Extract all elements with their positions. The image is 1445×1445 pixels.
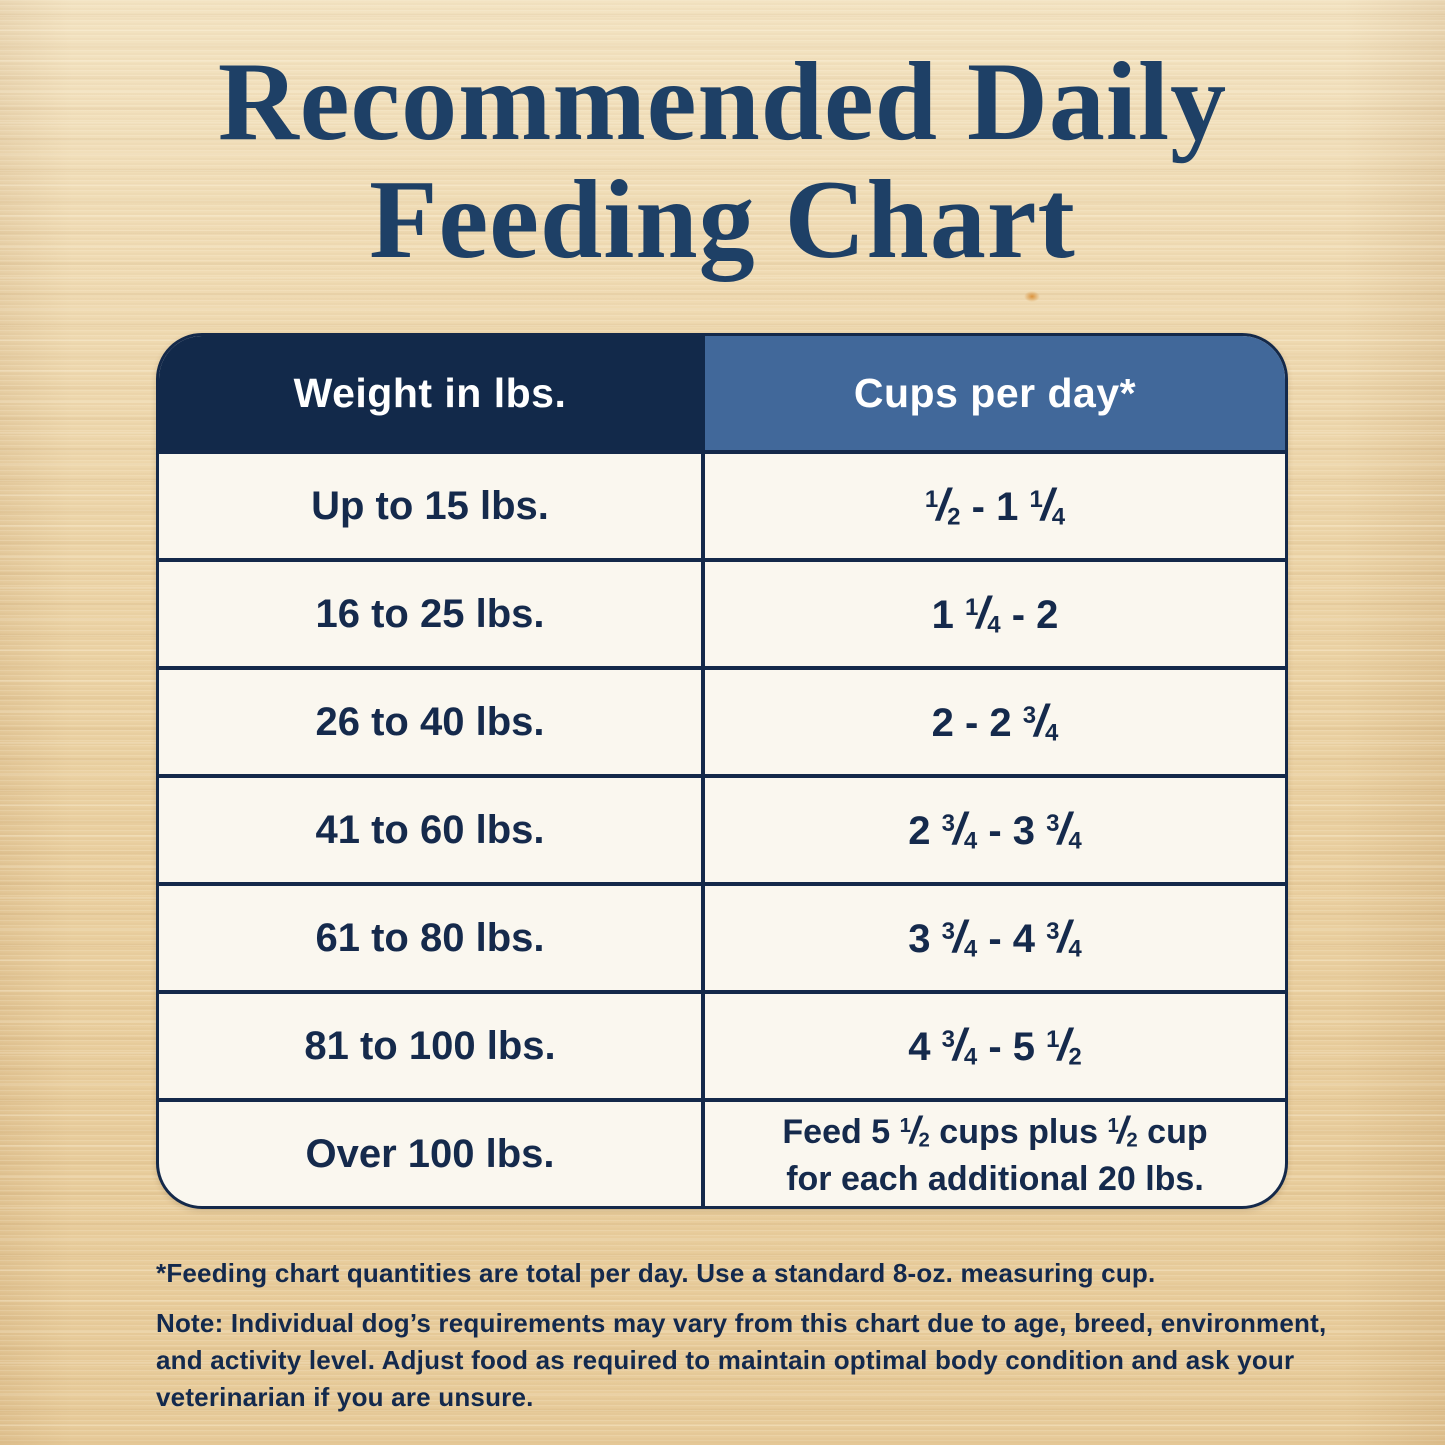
footnote-note: Note: Individual dog’s requirements may … <box>156 1305 1346 1416</box>
cups-value: 3 3/4 - 4 3/4 <box>908 912 1082 963</box>
cups-value: 4 3/4 - 5 1/2 <box>908 1020 1082 1071</box>
page-title: Recommended Daily Feeding Chart <box>0 43 1445 282</box>
fraction: 1/2 <box>1046 1020 1082 1071</box>
fraction: 3/4 <box>1046 912 1082 963</box>
weight-cell: 41 to 60 lbs. <box>315 808 545 852</box>
fraction: 3/4 <box>1022 696 1059 747</box>
title-line-2: Feeding Chart <box>369 157 1076 282</box>
weight-cell: 81 to 100 lbs. <box>304 1024 556 1068</box>
fraction: 1/2 <box>924 480 961 531</box>
fraction: 3/4 <box>1046 804 1082 855</box>
fraction: 1/4 <box>1029 480 1066 531</box>
note-label: Note: <box>156 1308 224 1338</box>
fraction: 3/4 <box>941 1020 978 1071</box>
table-row: 26 to 40 lbs. 2 - 2 3/4 <box>159 666 1285 774</box>
fraction: 3/4 <box>941 804 978 855</box>
fraction: 3/4 <box>941 912 978 963</box>
cups-cell: Feed 5 1/2 cups plus 1/2 cup for each add… <box>701 1102 1285 1206</box>
cups-value: 2 - 2 3/4 <box>931 696 1059 747</box>
note-text: Individual dog’s requirements may vary f… <box>156 1308 1327 1412</box>
weight-cell: 16 to 25 lbs. <box>315 592 545 636</box>
footnotes: *Feeding chart quantities are total per … <box>156 1258 1346 1416</box>
feeding-table: Weight in lbs. Cups per day* Up to 15 lb… <box>156 333 1288 1209</box>
cups-cell: 3 3/4 - 4 3/4 <box>701 886 1285 990</box>
cups-cell: 2 - 2 3/4 <box>701 670 1285 774</box>
cups-cell: 2 3/4 - 3 3/4 <box>701 778 1285 882</box>
cups-value: 2 3/4 - 3 3/4 <box>908 804 1082 855</box>
title-line-1: Recommended Daily <box>217 40 1228 164</box>
cups-cell: 1/2 - 1 1/4 <box>701 454 1285 558</box>
column-header-cups: Cups per day* <box>701 336 1285 450</box>
table-row: Up to 15 lbs. 1/2 - 1 1/4 <box>159 450 1285 558</box>
cups-cell: 1 1/4 - 2 <box>701 562 1285 666</box>
table-body: Up to 15 lbs. 1/2 - 1 1/4 16 to 25 lbs. 1 1… <box>159 450 1285 1206</box>
weight-cell: 26 to 40 lbs. <box>315 700 545 744</box>
weight-cell: Up to 15 lbs. <box>311 484 549 528</box>
fraction: 1/2 <box>899 1110 930 1153</box>
column-header-weight: Weight in lbs. <box>159 336 701 450</box>
cups-value: Feed 5 1/2 cups plus 1/2 cup for each add… <box>782 1110 1208 1198</box>
cups-value: 1 1/4 - 2 <box>931 588 1059 639</box>
weight-cell: 61 to 80 lbs. <box>315 916 545 960</box>
table-header-row: Weight in lbs. Cups per day* <box>159 336 1285 450</box>
weight-cell: Over 100 lbs. <box>305 1132 555 1176</box>
footnote-asterisk: *Feeding chart quantities are total per … <box>156 1258 1156 1288</box>
table-row: 16 to 25 lbs. 1 1/4 - 2 <box>159 558 1285 666</box>
table-row: 61 to 80 lbs. 3 3/4 - 4 3/4 <box>159 882 1285 990</box>
fraction: 1/4 <box>964 588 1001 639</box>
fraction: 1/2 <box>1107 1110 1138 1153</box>
cups-value: 1/2 - 1 1/4 <box>924 480 1066 531</box>
wood-knot-decoration <box>1024 291 1040 302</box>
cups-cell: 4 3/4 - 5 1/2 <box>701 994 1285 1098</box>
table-row: 81 to 100 lbs. 4 3/4 - 5 1/2 <box>159 990 1285 1098</box>
table-row: Over 100 lbs. Feed 5 1/2 cups plus 1/2 cu… <box>159 1098 1285 1206</box>
table-row: 41 to 60 lbs. 2 3/4 - 3 3/4 <box>159 774 1285 882</box>
